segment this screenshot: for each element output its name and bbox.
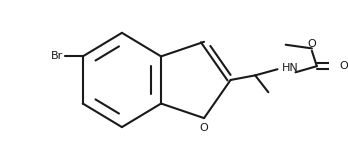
Text: HN: HN: [282, 63, 298, 73]
Text: O: O: [200, 123, 208, 133]
Text: Br: Br: [51, 51, 63, 61]
Text: O: O: [340, 61, 348, 71]
Text: O: O: [308, 39, 316, 49]
